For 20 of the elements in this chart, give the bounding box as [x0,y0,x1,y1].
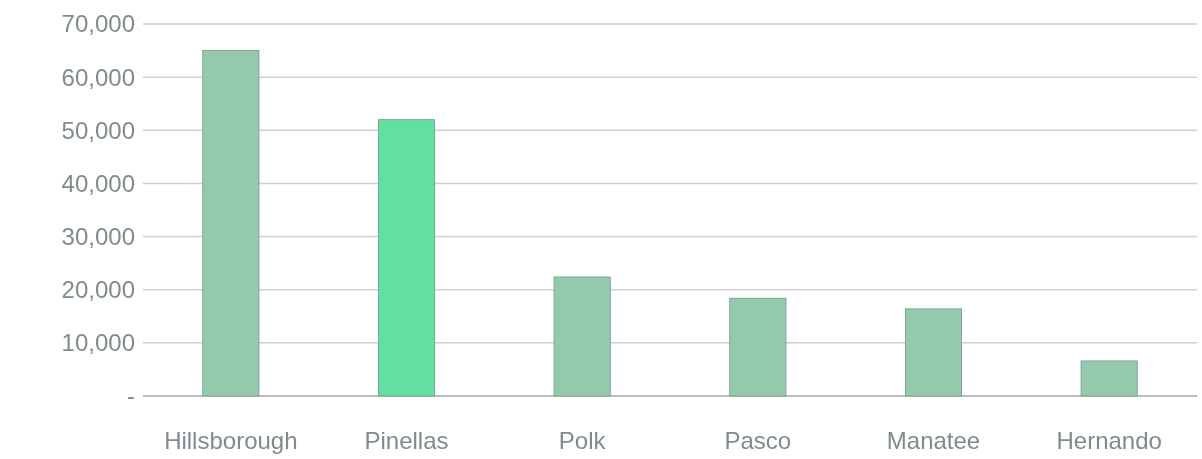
y-tick-label: 60,000 [61,63,135,91]
x-tick-label: Polk [558,427,607,455]
y-tick-label: 50,000 [61,116,135,144]
x-tick-label: Hernando [1056,427,1162,455]
x-tick-label: Pinellas [364,427,449,455]
x-tick-label: Pasco [724,427,792,455]
bar [1080,360,1138,397]
bar [904,308,963,397]
bar [729,297,787,397]
x-tick-label: Manatee [886,427,981,455]
bar [553,276,611,397]
y-tick-label: 30,000 [61,222,135,250]
bar [202,50,260,397]
x-tick-label: Hillsborough [164,427,298,455]
bar [377,119,436,397]
y-tick-label: 70,000 [61,10,135,38]
y-tick-label: 40,000 [61,169,135,197]
y-tick-label: 10,000 [61,329,135,357]
y-tick-label: 20,000 [61,276,135,304]
y-tick-label: - [127,382,135,410]
